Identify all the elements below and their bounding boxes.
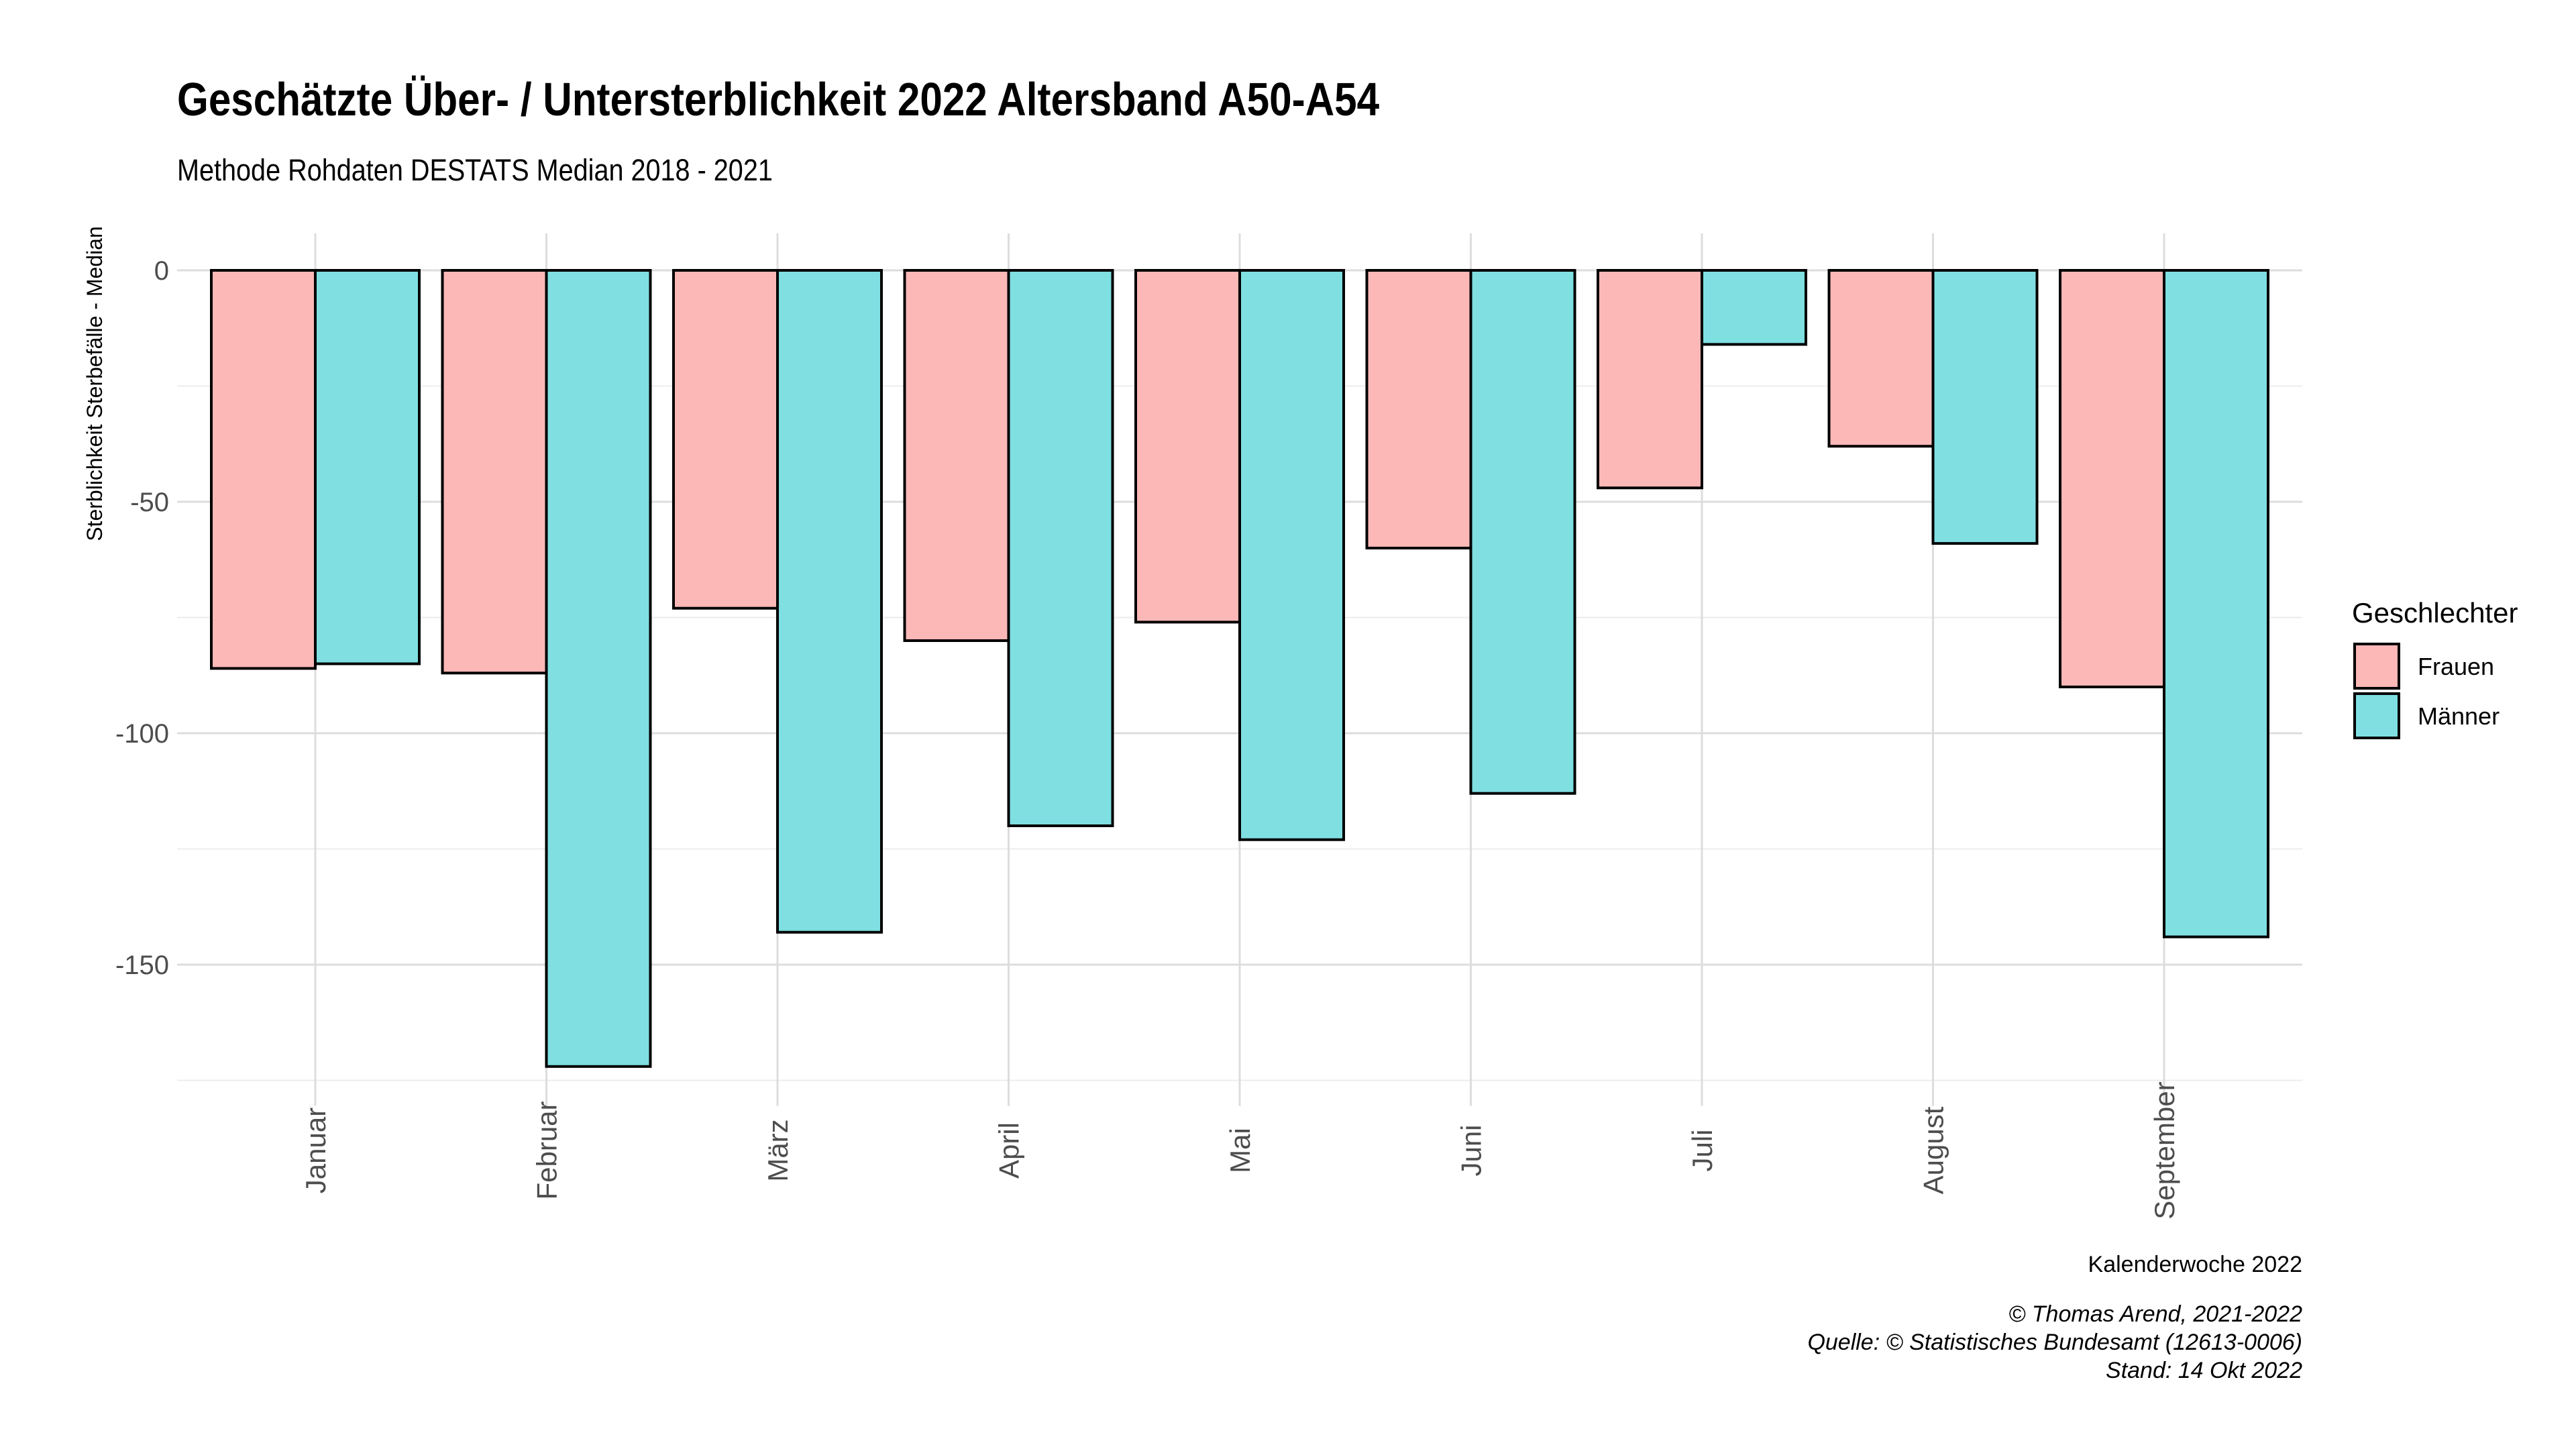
bar-maenner (314, 269, 421, 665)
x-tick-label: Januar (300, 1108, 331, 1193)
y-tick-label: -50 (130, 488, 169, 517)
bar-frauen (1597, 269, 1703, 490)
x-tick-label: August (1918, 1106, 1949, 1194)
x-tick-label: September (2149, 1081, 2180, 1219)
bar-maenner (776, 269, 883, 934)
bar-maenner (545, 269, 652, 1068)
bars (210, 269, 2269, 1068)
y-axis-label: Sterblichkeit Sterbefälle - Median (83, 226, 107, 541)
caption-line: © Thomas Arend, 2021-2022 (2008, 1301, 2302, 1327)
chart-subtitle: Methode Rohdaten DESTATS Median 2018 - 2… (177, 153, 773, 187)
y-tick-label: 0 (154, 256, 169, 286)
bar-frauen (1827, 269, 1935, 448)
x-tick-label: Juli (1686, 1129, 1718, 1171)
y-tick-label: -150 (115, 951, 169, 980)
bar-frauen (672, 269, 779, 610)
legend-swatch (2353, 692, 2400, 739)
legend-label: Männer (2418, 702, 2500, 730)
legend-label: Frauen (2418, 653, 2494, 680)
bar-frauen (1134, 269, 1241, 624)
bar-maenner (1469, 269, 1576, 795)
y-tick-label: -100 (115, 719, 169, 749)
bar-maenner (1238, 269, 1345, 841)
x-tick-label: März (762, 1119, 794, 1181)
bar-frauen (2059, 269, 2165, 688)
y-axis-ticks: 0 -50 -100 -150 (115, 256, 169, 980)
captions: © Thomas Arend, 2021-2022 Quelle: © Stati… (1807, 1301, 2302, 1383)
x-axis-ticks: Januar Februar März April Mai Juni Juli August S… (300, 1081, 2180, 1219)
legend-swatch (2353, 643, 2400, 690)
caption-line: Quelle: © Statistisches Bundesamt (12613… (1807, 1330, 2302, 1355)
x-tick-label: Februar (531, 1101, 563, 1199)
bar-maenner (1007, 269, 1114, 827)
legend-title: Geschlechter (2352, 597, 2518, 629)
legend: Geschlechter Frauen Männer (2352, 597, 2518, 739)
bar-frauen (1365, 269, 1472, 549)
x-axis-label: Kalenderwoche 2022 (2088, 1252, 2302, 1277)
bar-maenner (1931, 269, 2039, 545)
bar-maenner (2163, 269, 2269, 938)
caption-line: Stand: 14 Okt 2022 (2106, 1358, 2302, 1383)
bar-maenner (1701, 269, 1807, 346)
bar-frauen (903, 269, 1010, 642)
bar-frauen (210, 269, 317, 670)
x-tick-label: Juni (1456, 1124, 1487, 1176)
x-tick-label: April (994, 1122, 1025, 1179)
chart-title: Geschätzte Über- / Untersterblichkeit 20… (177, 73, 1380, 125)
x-tick-label: Mai (1224, 1128, 1256, 1173)
bar-frauen (441, 269, 548, 675)
